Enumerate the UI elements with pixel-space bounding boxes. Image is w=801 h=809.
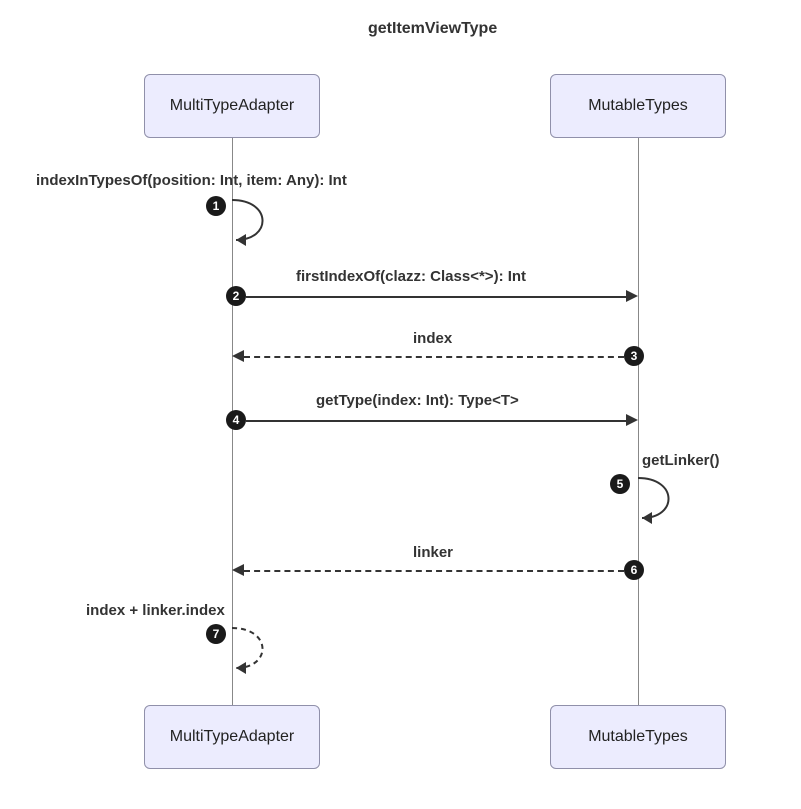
participant-right-bottom: MutableTypes (550, 705, 726, 769)
msg5-selfloop-icon (638, 478, 688, 528)
msg7-selfloop-icon (232, 628, 282, 678)
participant-right-label-bottom: MutableTypes (588, 728, 688, 746)
diagram-title: getItemViewType (368, 20, 497, 38)
msg2-arrowhead-icon (626, 290, 638, 302)
msg1-selfloop-icon (232, 200, 282, 250)
msg2-arrow (246, 296, 626, 298)
msg4-badge: 4 (226, 410, 246, 430)
msg3-label: index (413, 330, 452, 347)
participant-left-label: MultiTypeAdapter (170, 97, 295, 115)
msg3-arrow (244, 356, 624, 358)
participant-left-top: MultiTypeAdapter (144, 74, 320, 138)
participant-left-label-bottom: MultiTypeAdapter (170, 728, 295, 746)
msg4-arrow (246, 420, 626, 422)
msg3-badge: 3 (624, 346, 644, 366)
msg5-label: getLinker() (642, 452, 720, 469)
msg4-label: getType(index: Int): Type<T> (316, 392, 519, 409)
msg4-arrowhead-icon (626, 414, 638, 426)
msg7-badge: 7 (206, 624, 226, 644)
msg6-arrow (244, 570, 624, 572)
msg6-badge: 6 (624, 560, 644, 580)
participant-right-top: MutableTypes (550, 74, 726, 138)
msg7-label: index + linker.index (86, 602, 225, 619)
msg3-arrowhead-icon (232, 350, 244, 362)
lifeline-right (638, 138, 639, 705)
msg5-badge: 5 (610, 474, 630, 494)
msg2-label: firstIndexOf(clazz: Class<*>): Int (296, 268, 526, 285)
msg6-label: linker (413, 544, 453, 561)
msg6-arrowhead-icon (232, 564, 244, 576)
participant-right-label: MutableTypes (588, 97, 688, 115)
msg1-badge: 1 (206, 196, 226, 216)
participant-left-bottom: MultiTypeAdapter (144, 705, 320, 769)
msg2-badge: 2 (226, 286, 246, 306)
msg1-label: indexInTypesOf(position: Int, item: Any)… (36, 172, 347, 189)
